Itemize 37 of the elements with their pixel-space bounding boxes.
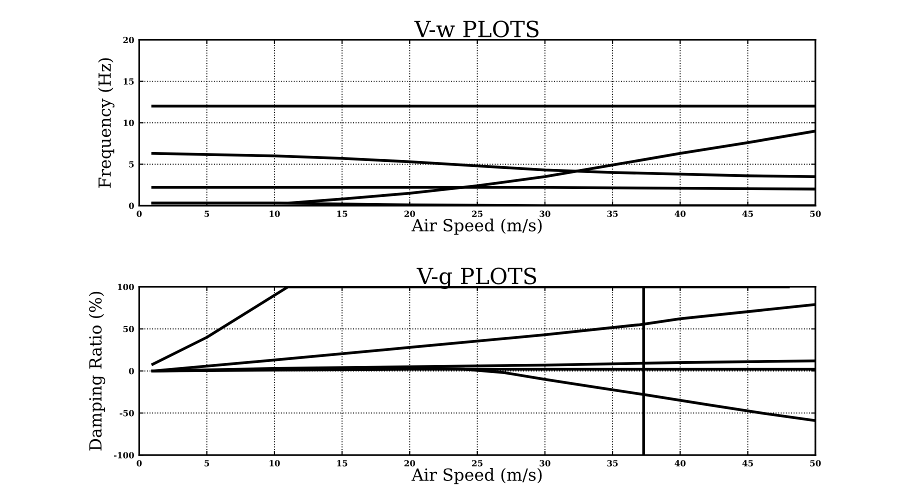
x-tick-label: 40 bbox=[674, 460, 686, 466]
x-tick-label: 50 bbox=[810, 460, 821, 466]
x-tick-label: 10 bbox=[270, 210, 280, 217]
y-tick-label: 50 bbox=[123, 326, 134, 332]
x-tick-label: 20 bbox=[404, 210, 416, 217]
y-axis-title: Frequency (Hz) bbox=[98, 58, 114, 188]
y-tick-label: 5 bbox=[129, 161, 134, 168]
y-tick-label: 100 bbox=[118, 284, 134, 290]
x-tick-label: 0 bbox=[136, 210, 142, 217]
x-axis-title: Air Speed (m/s) bbox=[412, 218, 542, 235]
x-tick-label: 30 bbox=[540, 460, 550, 466]
x-tick-label: 0 bbox=[136, 460, 142, 466]
y-tick-label: 20 bbox=[123, 36, 134, 44]
x-tick-label: 25 bbox=[472, 210, 482, 217]
x-tick-label: 45 bbox=[742, 210, 753, 217]
chart-title: V-w PLOTS bbox=[414, 20, 538, 38]
x-tick-label: 15 bbox=[337, 460, 348, 466]
x-tick-label: 5 bbox=[204, 460, 210, 466]
x-tick-label: 50 bbox=[810, 210, 821, 217]
x-tick-label: 40 bbox=[674, 210, 686, 217]
x-tick-label: 35 bbox=[607, 460, 618, 466]
y-axis-title: Damping Ratio (%) bbox=[88, 292, 106, 450]
x-tick-label: 45 bbox=[742, 460, 753, 466]
y-tick-label: -100 bbox=[114, 452, 134, 458]
y-tick-label: 0 bbox=[128, 368, 134, 374]
x-tick-label: 10 bbox=[270, 460, 280, 466]
x-tick-label: 20 bbox=[404, 460, 416, 466]
x-tick-label: 35 bbox=[607, 210, 618, 217]
x-tick-label: 25 bbox=[472, 460, 482, 466]
x-tick-label: 30 bbox=[540, 210, 550, 217]
y-tick-label: -50 bbox=[120, 410, 134, 416]
y-tick-label: 10 bbox=[124, 120, 134, 126]
x-tick-label: 15 bbox=[337, 210, 348, 217]
y-tick-label: 0 bbox=[128, 202, 134, 209]
x-axis-title: Air Speed (m/s) bbox=[412, 468, 542, 484]
x-tick-label: 5 bbox=[204, 210, 210, 217]
y-tick-label: 15 bbox=[124, 78, 134, 85]
